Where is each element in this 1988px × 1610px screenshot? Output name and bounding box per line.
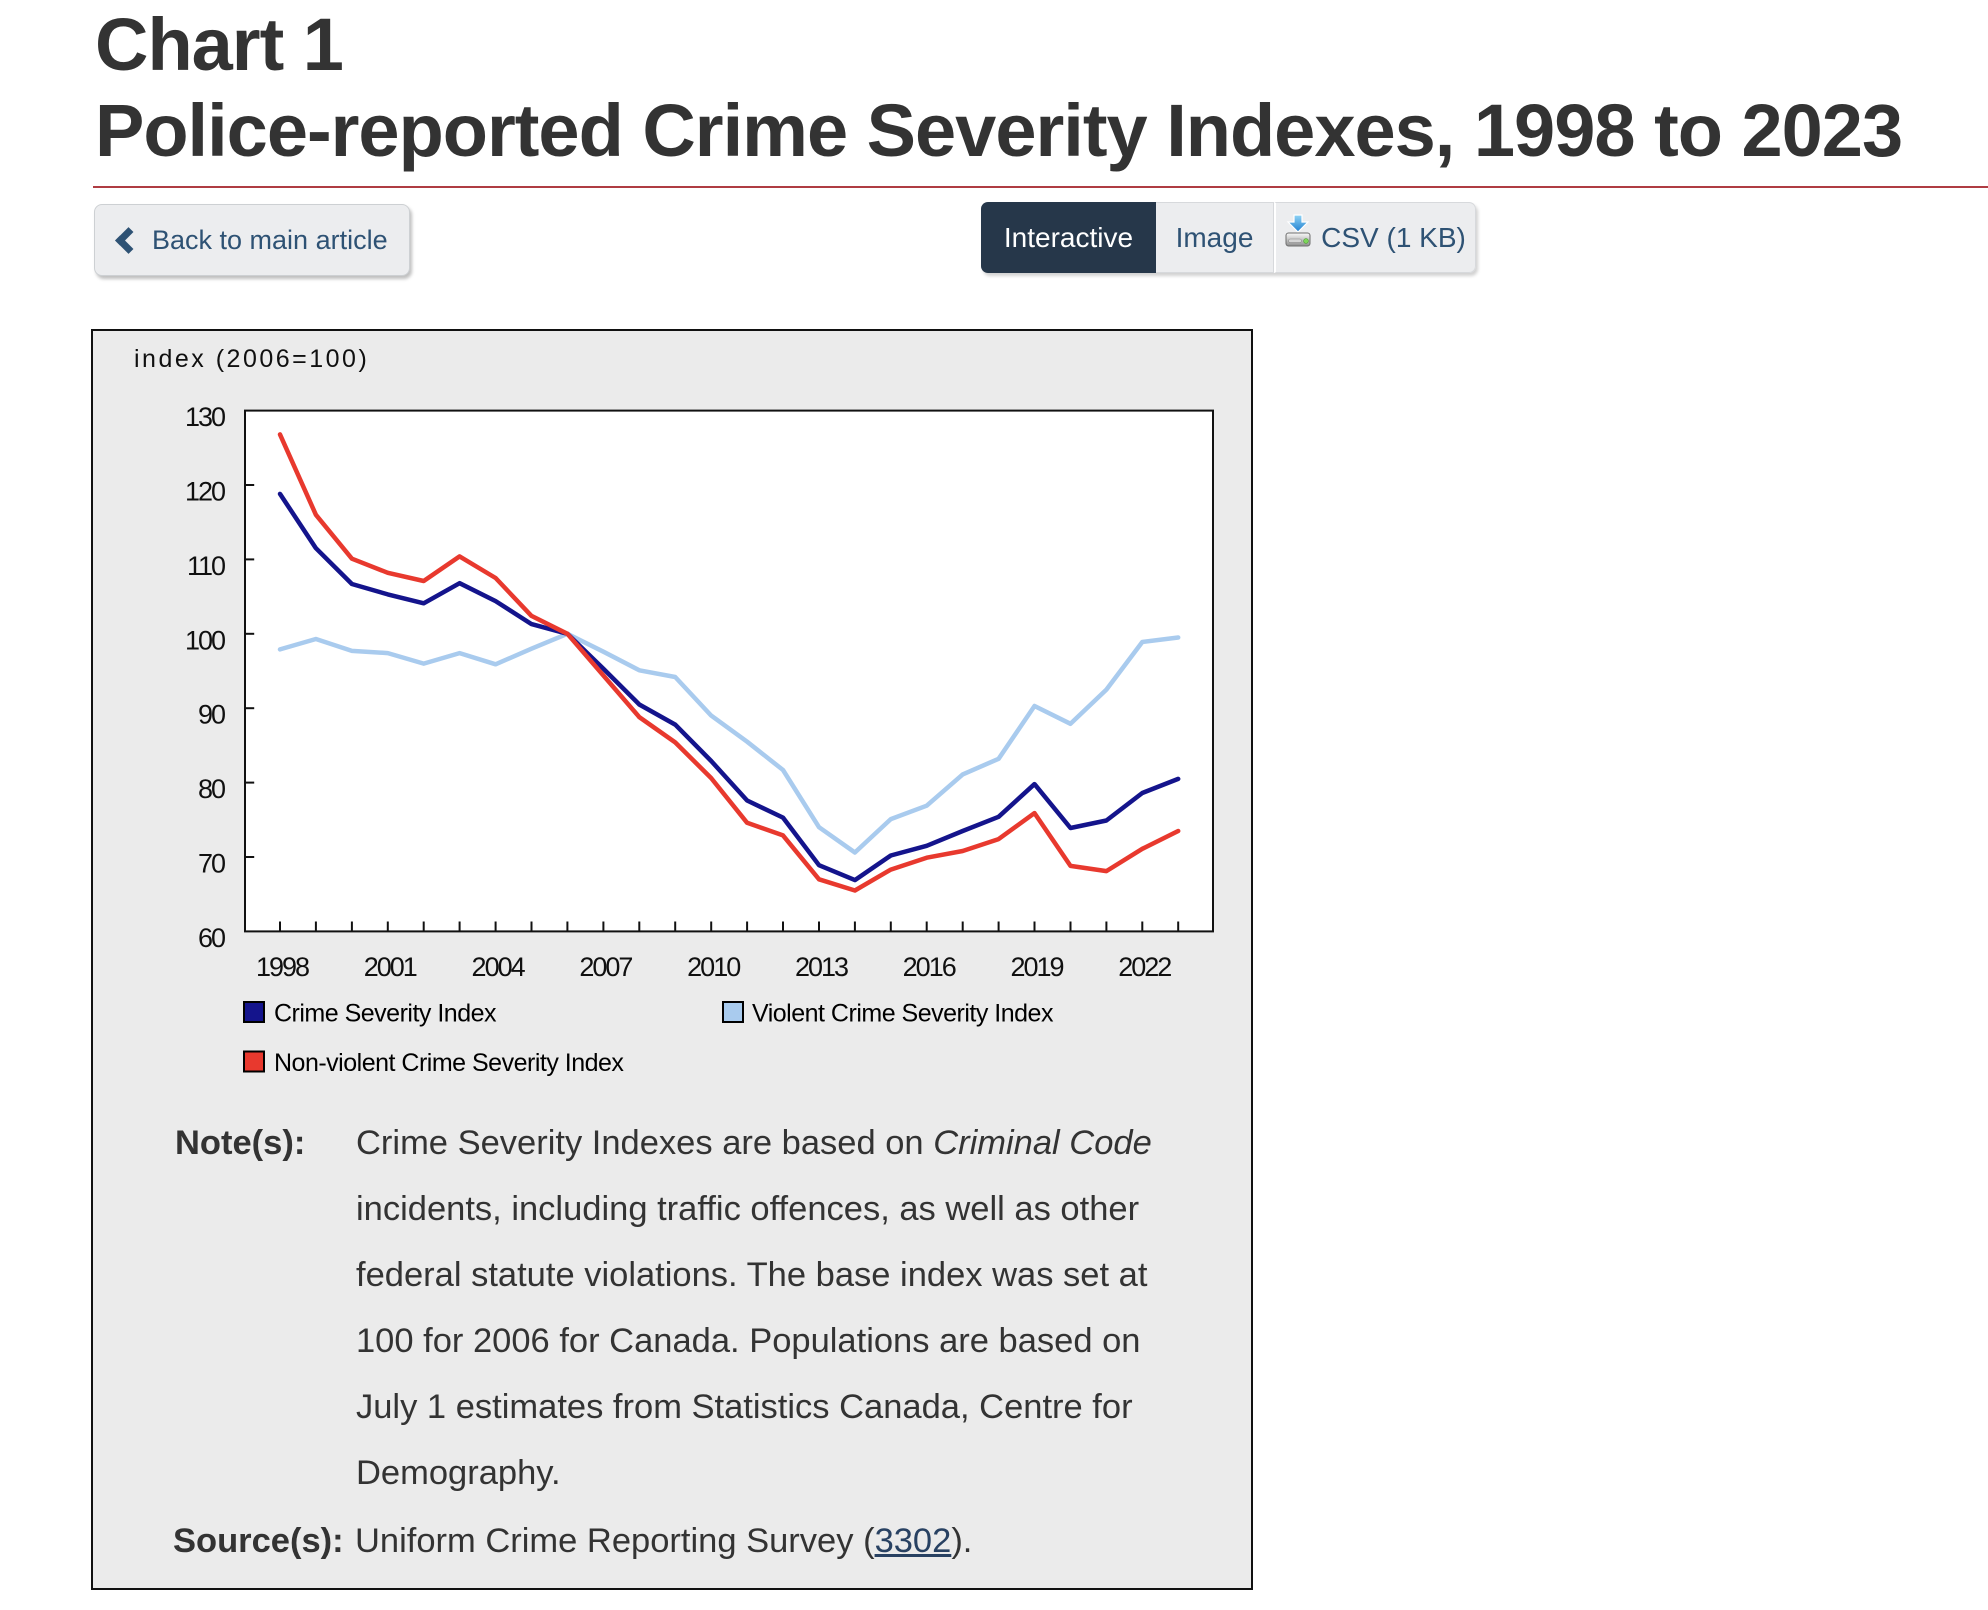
svg-text:Violent Crime Severity Index: Violent Crime Severity Index <box>752 1000 1054 1028</box>
svg-text:130: 130 <box>185 402 225 432</box>
svg-text:90: 90 <box>198 700 225 730</box>
svg-text:2007: 2007 <box>579 952 632 982</box>
svg-text:100: 100 <box>185 625 225 655</box>
svg-text:120: 120 <box>185 477 225 507</box>
svg-text:2010: 2010 <box>687 952 740 982</box>
svg-text:2001: 2001 <box>364 952 417 982</box>
svg-text:60: 60 <box>198 923 225 953</box>
svg-text:2016: 2016 <box>903 952 956 982</box>
svg-text:110: 110 <box>187 551 225 581</box>
svg-text:2019: 2019 <box>1010 952 1063 982</box>
svg-text:1998: 1998 <box>256 952 309 982</box>
svg-text:80: 80 <box>198 774 225 804</box>
svg-text:2004: 2004 <box>472 952 526 982</box>
svg-text:Non-violent Crime Severity Ind: Non-violent Crime Severity Index <box>274 1049 624 1077</box>
svg-text:70: 70 <box>198 849 225 879</box>
svg-text:2022: 2022 <box>1118 952 1171 982</box>
svg-text:2013: 2013 <box>795 952 848 982</box>
svg-text:Crime Severity Index: Crime Severity Index <box>274 1000 497 1028</box>
